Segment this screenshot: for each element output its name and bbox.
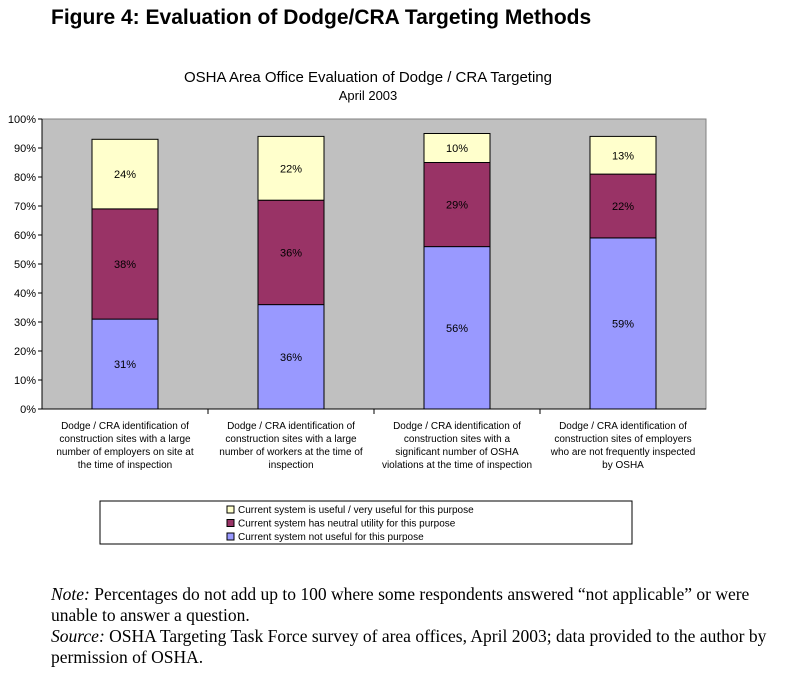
data-label: 56% [446, 323, 468, 335]
y-tick-label: 100% [8, 114, 36, 126]
y-tick-label: 90% [14, 143, 36, 155]
chart-subtitle: April 2003 [339, 88, 398, 103]
stacked-bar-chart: OSHA Area Office Evaluation of Dodge / C… [8, 69, 707, 545]
data-label-bg [114, 257, 136, 270]
y-tick-label: 20% [14, 346, 36, 358]
y-tick-label: 60% [14, 230, 36, 242]
data-label-bg [612, 148, 634, 162]
y-tick-label: 80% [14, 172, 36, 184]
data-label-bg [446, 320, 468, 334]
data-label: 22% [612, 201, 634, 213]
legend-swatch [226, 505, 235, 514]
legend-swatch [226, 519, 235, 527]
x-category-label: by OSHA [602, 460, 644, 471]
data-label-bg [446, 141, 468, 154]
data-label: 36% [280, 352, 302, 364]
data-label: 13% [612, 150, 634, 162]
x-category-label: Dodge / CRA identification of [61, 421, 189, 432]
legend-swatch [226, 532, 235, 541]
x-category-label: construction sites with a large [59, 434, 191, 445]
data-label: 38% [114, 259, 136, 271]
data-label-bg [280, 245, 302, 259]
note-text: Percentages do not add up to 100 where s… [51, 584, 750, 625]
notes-block: Note: Percentages do not add up to 100 w… [51, 584, 800, 668]
x-category-label: construction sites of employers [554, 434, 691, 445]
x-category-label: number of employers on site at [56, 447, 194, 458]
x-category-label: who are not frequently inspected [550, 447, 696, 458]
legend-box [99, 500, 633, 545]
x-category-label: Dodge / CRA identification of [227, 421, 355, 432]
legend-label: Current system not useful for this purpo… [238, 532, 424, 543]
x-category-label: significant number of OSHA [395, 447, 519, 458]
y-tick-label: 0% [20, 404, 36, 416]
x-category-label: violations at the time of inspection [382, 460, 532, 471]
data-label: 31% [114, 359, 136, 371]
data-label: 10% [446, 143, 468, 155]
note-label: Note: [51, 584, 90, 604]
data-label: 36% [280, 247, 302, 259]
source-label: Source: [51, 626, 105, 646]
y-tick-label: 10% [14, 375, 36, 387]
y-tick-label: 40% [14, 288, 36, 300]
x-category-label: Dodge / CRA identification of [393, 421, 521, 432]
data-label-bg [446, 197, 468, 211]
x-category-label: number of workers at the time of [219, 447, 363, 458]
y-tick-label: 30% [14, 317, 36, 329]
x-category-label: Dodge / CRA identification of [559, 421, 687, 432]
data-label: 24% [114, 169, 136, 181]
data-label: 29% [446, 200, 468, 212]
source-text: OSHA Targeting Task Force survey of area… [51, 626, 767, 667]
data-label-bg [114, 167, 136, 181]
data-label-bg [612, 316, 634, 330]
x-category-label: construction sites with a [404, 434, 511, 445]
legend-label: Current system is useful / very useful f… [238, 505, 474, 516]
note-paragraph: Note: Percentages do not add up to 100 w… [51, 584, 800, 626]
data-label-bg [612, 199, 634, 212]
data-label: 59% [612, 318, 634, 330]
source-paragraph: Source: OSHA Targeting Task Force survey… [51, 626, 800, 668]
x-category-label: construction sites with a large [225, 434, 357, 445]
chart-title: OSHA Area Office Evaluation of Dodge / C… [184, 69, 552, 86]
x-category-label: the time of inspection [78, 460, 173, 471]
data-label: 22% [280, 163, 302, 175]
y-tick-label: 70% [14, 201, 36, 213]
legend-label: Current system has neutral utility for t… [238, 519, 456, 530]
y-tick-label: 50% [14, 259, 36, 271]
data-label-bg [280, 349, 302, 363]
data-label-bg [280, 161, 302, 175]
data-label-bg [114, 357, 136, 371]
x-category-label: inspection [268, 460, 313, 471]
figure-title: Figure 4: Evaluation of Dodge/CRA Target… [51, 6, 592, 29]
